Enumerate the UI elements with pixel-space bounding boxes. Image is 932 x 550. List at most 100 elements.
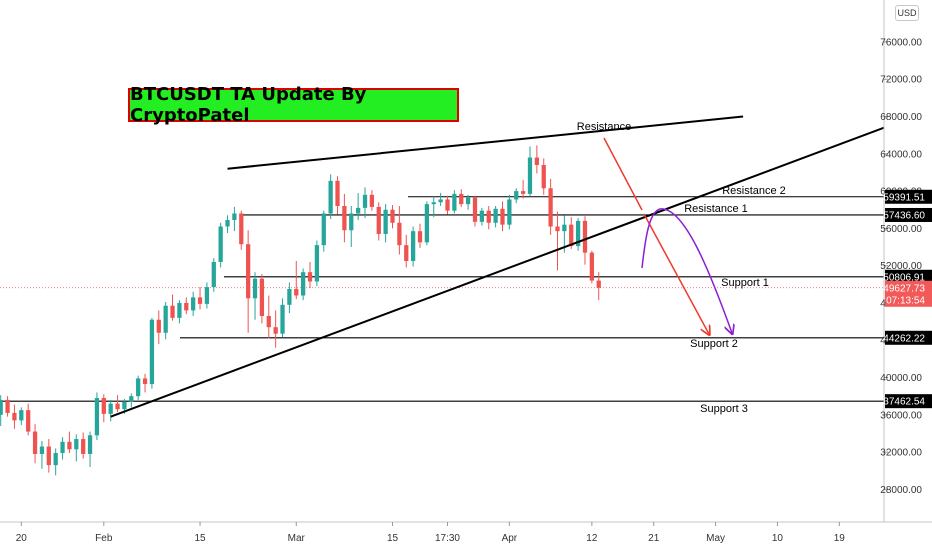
candle-body[interactable] [212, 262, 216, 287]
horizontal-levels [0, 197, 884, 401]
candle-body[interactable] [590, 253, 594, 281]
candle-body[interactable] [377, 207, 381, 234]
candle-body[interactable] [164, 306, 168, 333]
candle-body[interactable] [514, 191, 518, 199]
candle-body[interactable] [329, 181, 333, 214]
candle-body[interactable] [81, 439, 85, 454]
candle-body[interactable] [301, 272, 305, 295]
candle-body[interactable] [280, 305, 284, 334]
candle-body[interactable] [225, 220, 229, 227]
candle-body[interactable] [267, 316, 271, 327]
candle-body[interactable] [129, 396, 133, 402]
candle-body[interactable] [54, 453, 58, 465]
red-projection-arrow[interactable] [644, 214, 709, 334]
candle-body[interactable] [597, 281, 601, 288]
trendlines[interactable] [111, 117, 884, 417]
candle-body[interactable] [363, 195, 367, 208]
candle-body[interactable] [5, 400, 9, 413]
red-drop-line[interactable] [604, 138, 642, 210]
candle-body[interactable] [109, 404, 113, 414]
candle-body[interactable] [459, 194, 463, 204]
candle-body[interactable] [535, 158, 539, 165]
candle-body[interactable] [205, 287, 209, 304]
candle-body[interactable] [390, 210, 394, 223]
candle-body[interactable] [33, 432, 37, 454]
candle-body[interactable] [432, 202, 436, 204]
candle-body[interactable] [74, 439, 78, 449]
candle-body[interactable] [507, 199, 511, 224]
candle-body[interactable] [274, 327, 278, 334]
candle-body[interactable] [418, 231, 422, 242]
candle-body[interactable] [397, 223, 401, 245]
candle-body[interactable] [493, 209, 497, 223]
candle-body[interactable] [67, 442, 71, 449]
candle-body[interactable] [562, 225, 566, 232]
candle-body[interactable] [480, 211, 484, 222]
price-tick-label: 76000.00 [880, 37, 922, 48]
candle-body[interactable] [19, 410, 23, 420]
candle-body[interactable] [232, 213, 236, 220]
candle-body[interactable] [246, 244, 250, 298]
currency-button[interactable]: USD [895, 5, 919, 21]
candle-body[interactable] [308, 272, 312, 281]
candle-body[interactable] [487, 211, 491, 223]
candle-body[interactable] [170, 306, 174, 318]
time-axis[interactable]: 20 Feb 15 Mar 15 17:30 Apr 12 21 May 10 19 [0, 522, 932, 544]
candle-body[interactable] [102, 398, 106, 414]
projection-arrows[interactable] [604, 138, 732, 334]
candle-body[interactable] [157, 320, 161, 333]
candle-body[interactable] [356, 208, 360, 214]
candle-body[interactable] [60, 442, 64, 453]
candle-body[interactable] [452, 194, 456, 211]
candle-body[interactable] [445, 199, 449, 210]
candle-body[interactable] [384, 210, 388, 234]
price-axis[interactable]: 76000.0072000.0068000.0064000.0060000.00… [880, 0, 922, 522]
candle-body[interactable] [342, 206, 346, 230]
candle-body[interactable] [548, 188, 552, 226]
candle-body[interactable] [569, 225, 573, 246]
candle-body[interactable] [294, 289, 298, 296]
candle-body[interactable] [260, 279, 264, 316]
candle-body[interactable] [411, 231, 415, 261]
candle-body[interactable] [0, 400, 3, 415]
candle-body[interactable] [287, 289, 291, 305]
candles[interactable] [0, 145, 601, 475]
rising-support-line[interactable] [111, 128, 884, 417]
candle-body[interactable] [115, 404, 119, 410]
candle-body[interactable] [26, 410, 30, 431]
candle-body[interactable] [438, 199, 442, 202]
candle-body[interactable] [219, 227, 223, 262]
candle-body[interactable] [542, 165, 546, 188]
candle-body[interactable] [370, 195, 374, 207]
candle-body[interactable] [184, 303, 188, 310]
candle-body[interactable] [122, 402, 126, 409]
purple-projection-arrow[interactable] [642, 209, 732, 333]
candle-body[interactable] [198, 297, 202, 304]
candle-body[interactable] [136, 378, 140, 396]
candle-body[interactable] [88, 435, 92, 454]
candle-body[interactable] [555, 227, 559, 232]
candle-body[interactable] [177, 303, 181, 318]
candle-body[interactable] [95, 398, 99, 435]
candle-body[interactable] [253, 279, 257, 299]
candle-body[interactable] [335, 181, 339, 206]
candle-body[interactable] [150, 320, 154, 384]
candle-body[interactable] [239, 213, 243, 244]
candle-body[interactable] [404, 245, 408, 261]
candle-body[interactable] [473, 198, 477, 222]
candle-body[interactable] [12, 413, 16, 420]
candle-body[interactable] [528, 158, 532, 194]
candle-body[interactable] [40, 446, 44, 453]
candle-body[interactable] [425, 204, 429, 242]
candle-body[interactable] [583, 221, 587, 253]
candle-body[interactable] [349, 213, 353, 230]
candle-body[interactable] [500, 209, 504, 225]
candle-body[interactable] [521, 191, 525, 194]
candle-body[interactable] [143, 378, 147, 384]
candle-body[interactable] [191, 297, 195, 310]
candle-body[interactable] [322, 213, 326, 245]
candle-body[interactable] [47, 446, 51, 465]
candle-body[interactable] [315, 245, 319, 281]
candle-body[interactable] [466, 198, 470, 205]
